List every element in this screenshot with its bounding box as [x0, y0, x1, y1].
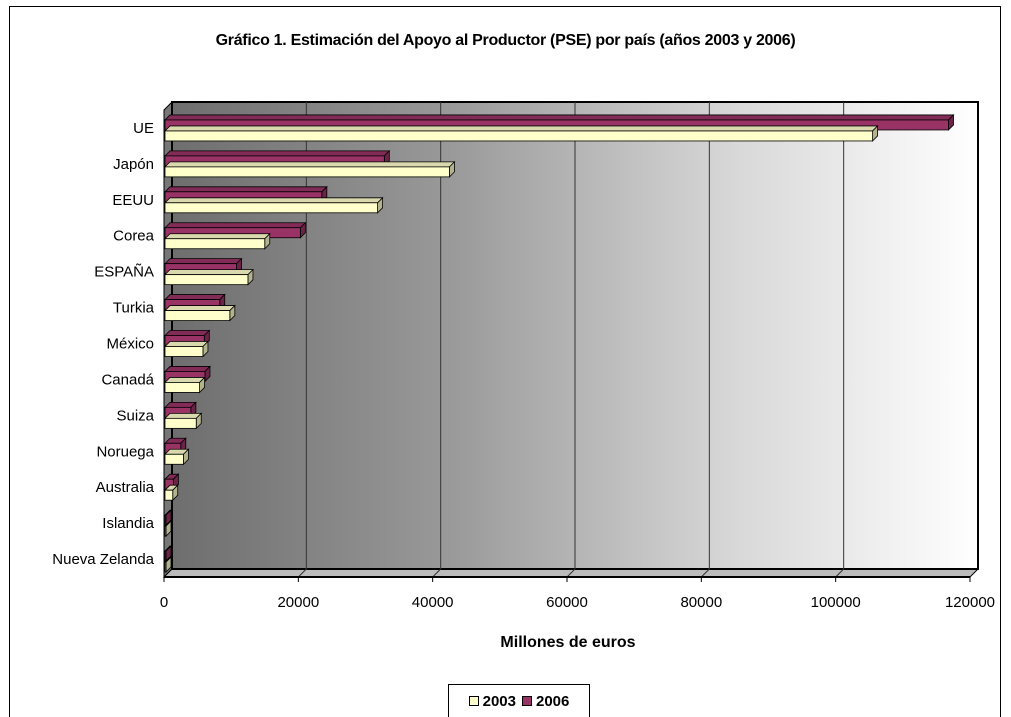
category-label: México [106, 336, 154, 353]
category-label: Nueva Zelanda [52, 551, 154, 568]
bar-2003-9 [164, 453, 184, 465]
x-tick-label: 20000 [277, 594, 319, 611]
bar-2003-0-top [164, 125, 879, 132]
bar-2006-5-top [164, 294, 226, 300]
bar-2006-4-top [164, 258, 243, 265]
gridline-floor [566, 568, 576, 578]
legend-label-2003: 2003 [482, 692, 516, 710]
bar-2003-7-top [164, 377, 206, 383]
bar-2003-4 [164, 274, 249, 286]
bar-2003-7 [164, 382, 200, 393]
category-label: Australia [96, 479, 155, 496]
bar-2006-1-top [164, 150, 391, 157]
bar-2003-3 [164, 238, 266, 250]
category-label: EEUU [112, 192, 154, 209]
bar-2006-12 [164, 550, 167, 562]
legend-label-2006: 2006 [536, 692, 570, 710]
legend-item-2003: 2003 [468, 692, 516, 710]
bar-2003-10 [164, 489, 174, 501]
bar-2003-1 [164, 166, 450, 178]
bar-2003-6 [164, 346, 204, 357]
legend-item-2006: 2006 [522, 693, 569, 710]
bar-2006-2-top [164, 186, 328, 193]
legend: 2003 2006 [448, 684, 590, 717]
bar-2006-3-top [164, 222, 307, 229]
category-label: ESPAÑA [94, 264, 154, 281]
gridline-floor [432, 568, 442, 578]
gridline-floor [700, 568, 710, 578]
category-label: Canadá [101, 371, 154, 388]
x-tick-label: 0 [160, 594, 168, 611]
x-axis-title: Millones de euros [500, 634, 636, 651]
bar-2003-5-top [164, 305, 236, 311]
bar-2006-6-top [164, 330, 211, 336]
category-label: Noruega [96, 443, 154, 460]
bar-2003-1-top [164, 161, 456, 168]
bar-2003-3-top [164, 233, 271, 240]
bar-2003-2-top [164, 197, 384, 204]
x-tick-label: 40000 [412, 594, 454, 611]
bar-2003-8-top [164, 412, 203, 419]
category-label: Turkia [113, 300, 155, 317]
bar-2003-6-top [164, 341, 209, 347]
x-tick-label: 60000 [546, 594, 588, 611]
bar-2003-8 [164, 417, 197, 429]
bar-2006-0-top [164, 114, 955, 121]
bar-2003-12 [164, 561, 167, 573]
bar-2003-11 [164, 525, 167, 537]
x-tick-label: 80000 [680, 594, 722, 611]
x-tick-label: 100000 [811, 594, 861, 611]
gridline-floor [297, 568, 307, 578]
category-label: Suiza [116, 407, 154, 424]
category-label: Islandia [102, 515, 154, 532]
bar-2003-0 [164, 130, 874, 142]
category-label: Corea [113, 228, 155, 245]
category-label: Japón [113, 156, 154, 173]
bar-2003-2 [164, 202, 378, 214]
legend-swatch-2003 [468, 696, 479, 706]
bar-2006-11 [164, 514, 167, 526]
chart-title: Gráfico 1. Estimación del Apoyo al Produ… [215, 32, 796, 49]
bar-2006-7-top [164, 366, 211, 372]
bar-2003-5 [164, 310, 231, 321]
legend-swatch-2006 [522, 696, 532, 706]
gridline-floor [835, 568, 845, 578]
bar-2003-4-top [164, 269, 254, 276]
category-label: UE [133, 120, 154, 137]
x-tick-label: 120000 [945, 594, 995, 611]
